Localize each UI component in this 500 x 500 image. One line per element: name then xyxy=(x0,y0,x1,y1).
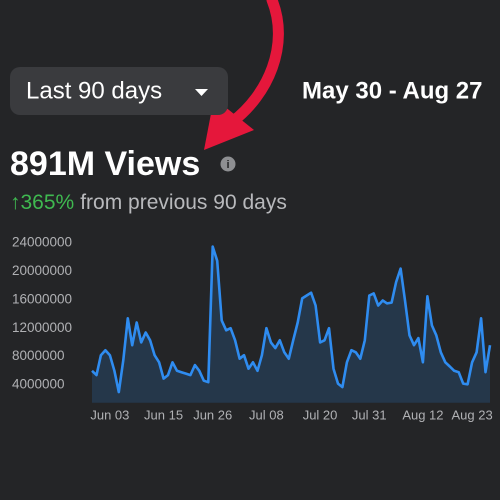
change-context: from previous 90 days xyxy=(80,191,287,214)
info-icon[interactable] xyxy=(220,156,236,172)
y-tick-label: 12000000 xyxy=(12,320,72,335)
date-range: May 30 - Aug 27 xyxy=(302,77,483,104)
dropdown-button[interactable] xyxy=(10,67,228,115)
area-fill xyxy=(92,246,490,403)
x-tick-label: Jun 26 xyxy=(193,407,232,422)
info-icon-glyph[interactable]: i xyxy=(226,159,229,171)
x-tick-label: Jun 15 xyxy=(144,407,183,422)
y-tick-label: 20000000 xyxy=(12,263,72,278)
x-tick-label: Aug 23 xyxy=(452,407,493,422)
change-line: ↑365% from previous 90 days xyxy=(10,191,287,214)
line xyxy=(91,245,492,394)
y-tick-label: 24000000 xyxy=(12,235,72,250)
x-tick-label: Aug 12 xyxy=(402,407,443,422)
metric-total: 891M Views xyxy=(10,145,200,183)
dropdown-caret[interactable] xyxy=(195,89,208,96)
y-tick-label: 4000000 xyxy=(12,377,65,392)
change-value: ↑365% xyxy=(10,191,74,214)
x-tick-label: Jul 31 xyxy=(352,407,387,422)
x-tick-label: Jul 20 xyxy=(303,407,338,422)
y-tick-label: 8000000 xyxy=(12,348,65,363)
range-dropdown[interactable]: Last 90 days xyxy=(10,67,228,115)
annotation-arrow xyxy=(226,0,284,128)
x-tick-label: Jun 03 xyxy=(90,407,129,422)
x-tick-label: Jul 08 xyxy=(249,407,284,422)
dropdown-label[interactable]: Last 90 days xyxy=(26,77,162,104)
y-tick-label: 16000000 xyxy=(12,291,72,306)
